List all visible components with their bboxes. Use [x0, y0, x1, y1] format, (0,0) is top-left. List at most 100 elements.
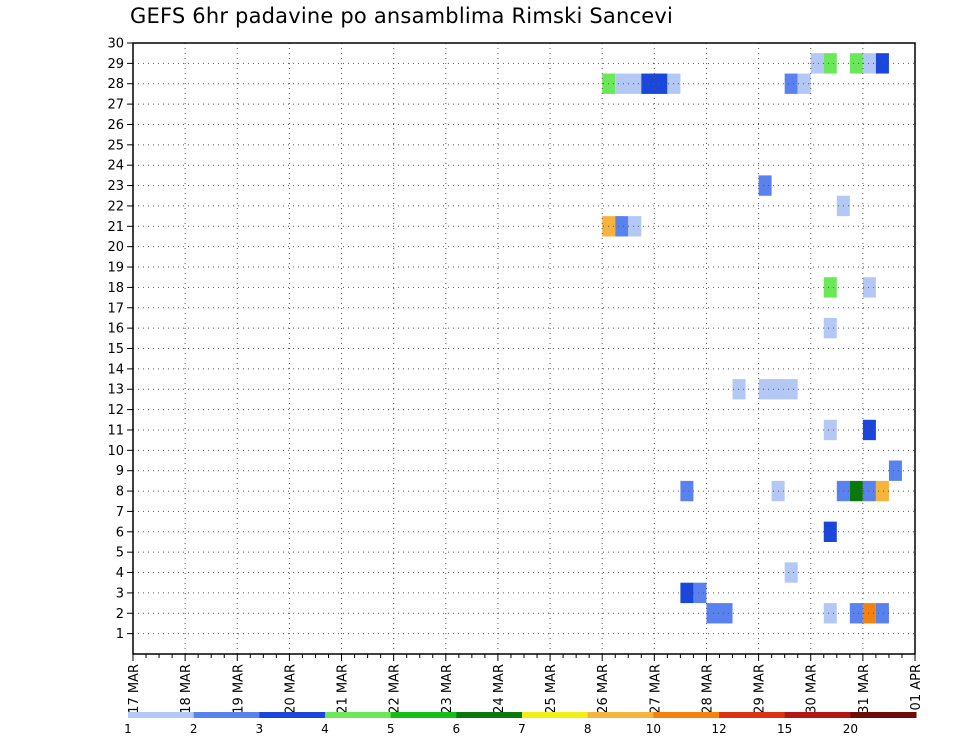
legend-swatch — [653, 712, 720, 718]
precip-cell — [758, 175, 772, 196]
y-tick-label: 22 — [107, 199, 124, 214]
y-tick-label: 6 — [116, 525, 124, 540]
y-tick-label: 26 — [107, 118, 124, 133]
precip-cell — [680, 582, 694, 604]
precipitation-cells — [602, 53, 902, 624]
precip-cell — [823, 277, 837, 298]
y-tick-label: 17 — [107, 301, 124, 316]
y-tick-label: 7 — [116, 505, 124, 520]
precip-cell — [823, 53, 837, 74]
legend-label: 12 — [711, 722, 726, 736]
y-tick-label: 12 — [107, 403, 124, 418]
legend-swatch — [193, 712, 260, 718]
x-tick-label: 17 MAR — [127, 664, 142, 714]
x-tick-label: 20 MAR — [283, 664, 298, 714]
precip-cell — [888, 460, 902, 481]
precip-cell — [862, 53, 876, 74]
legend-swatch — [719, 712, 786, 718]
legend-swatch — [784, 712, 851, 718]
y-tick-label: 19 — [107, 261, 124, 276]
x-tick-label: 28 MAR — [700, 664, 715, 714]
legend-label: 5 — [387, 722, 395, 736]
y-tick-label: 1 — [116, 627, 124, 642]
precip-cell — [706, 603, 733, 624]
precip-cell — [862, 603, 876, 624]
precip-cell — [784, 73, 798, 94]
legend-label: 10 — [646, 722, 661, 736]
precip-cell — [823, 419, 837, 441]
legend-swatch — [456, 712, 523, 718]
y-tick-label: 16 — [107, 322, 124, 337]
x-axis: 17 MAR 18 MAR 19 MAR 20 MAR 21 MAR 22 MAR 23 M… — [127, 654, 924, 714]
x-tick-label: 26 MAR — [596, 664, 611, 714]
precip-cell — [823, 317, 837, 339]
x-tick-label: 23 MAR — [440, 664, 455, 714]
y-tick-label: 9 — [116, 464, 124, 479]
legend-label: 3 — [256, 722, 264, 736]
y-axis: 1234567891011121314151617181920212223242… — [107, 37, 133, 642]
y-tick-label: 4 — [116, 566, 124, 581]
y-tick-label: 2 — [116, 607, 124, 622]
legend-label: 7 — [518, 722, 526, 736]
precip-cell — [849, 480, 863, 502]
precip-cell — [823, 521, 837, 542]
precip-cell — [875, 480, 889, 502]
x-tick-label: 22 MAR — [388, 664, 403, 714]
precip-cell — [862, 277, 876, 298]
y-tick-label: 29 — [107, 57, 124, 72]
legend-label: 8 — [584, 722, 592, 736]
x-tick-label: 25 MAR — [544, 664, 559, 714]
x-tick-label: 24 MAR — [492, 664, 507, 714]
legend-label: 1 — [124, 722, 132, 736]
legend-swatch — [128, 712, 195, 718]
y-tick-label: 10 — [107, 444, 124, 459]
x-tick-label: 31 MAR — [857, 664, 872, 714]
precip-cell — [732, 379, 746, 400]
y-tick-label: 28 — [107, 77, 124, 92]
precip-cell — [797, 73, 811, 94]
precip-cell — [615, 216, 629, 237]
x-tick-label: 18 MAR — [179, 664, 194, 714]
y-tick-label: 18 — [107, 281, 124, 296]
precip-cell — [875, 603, 889, 624]
x-tick-label: 21 MAR — [336, 664, 351, 714]
legend-swatch — [390, 712, 457, 718]
precip-cell — [849, 53, 863, 74]
x-tick-label: 29 MAR — [753, 664, 768, 714]
y-tick-label: 30 — [107, 37, 124, 52]
legend-label: 20 — [843, 722, 858, 736]
x-tick-label: 27 MAR — [648, 664, 663, 714]
precip-cell — [823, 603, 837, 624]
y-tick-label: 8 — [116, 485, 124, 500]
x-tick-label: 01 APR — [909, 664, 924, 710]
precip-cell — [875, 53, 889, 74]
legend-label: 4 — [321, 722, 329, 736]
legend-swatch — [522, 712, 589, 718]
y-tick-label: 25 — [107, 138, 124, 153]
precip-cell — [628, 216, 642, 237]
precip-cell — [784, 562, 798, 583]
grid-lines — [133, 42, 915, 654]
y-tick-label: 13 — [107, 383, 124, 398]
precip-cell — [849, 603, 863, 624]
y-tick-label: 15 — [107, 342, 124, 357]
legend-label: 15 — [777, 722, 792, 736]
precip-cell — [862, 419, 876, 441]
y-tick-label: 11 — [107, 423, 124, 438]
x-tick-label: 19 MAR — [231, 664, 246, 714]
y-tick-label: 5 — [116, 546, 124, 561]
precip-cell — [680, 480, 694, 502]
legend-label: 2 — [190, 722, 198, 736]
y-tick-label: 23 — [107, 179, 124, 194]
legend-swatch — [587, 712, 654, 718]
y-tick-label: 20 — [107, 240, 124, 255]
precip-cell — [862, 480, 876, 502]
y-tick-label: 21 — [107, 220, 124, 235]
legend-swatch — [325, 712, 392, 718]
legend-label: 6 — [453, 722, 461, 736]
legend-swatch — [259, 712, 326, 718]
x-tick-label: 30 MAR — [805, 664, 820, 714]
y-tick-label: 27 — [107, 98, 124, 113]
color-legend: 1 2 3 4 5 6 7 8 10 12 15 20 — [124, 712, 917, 736]
